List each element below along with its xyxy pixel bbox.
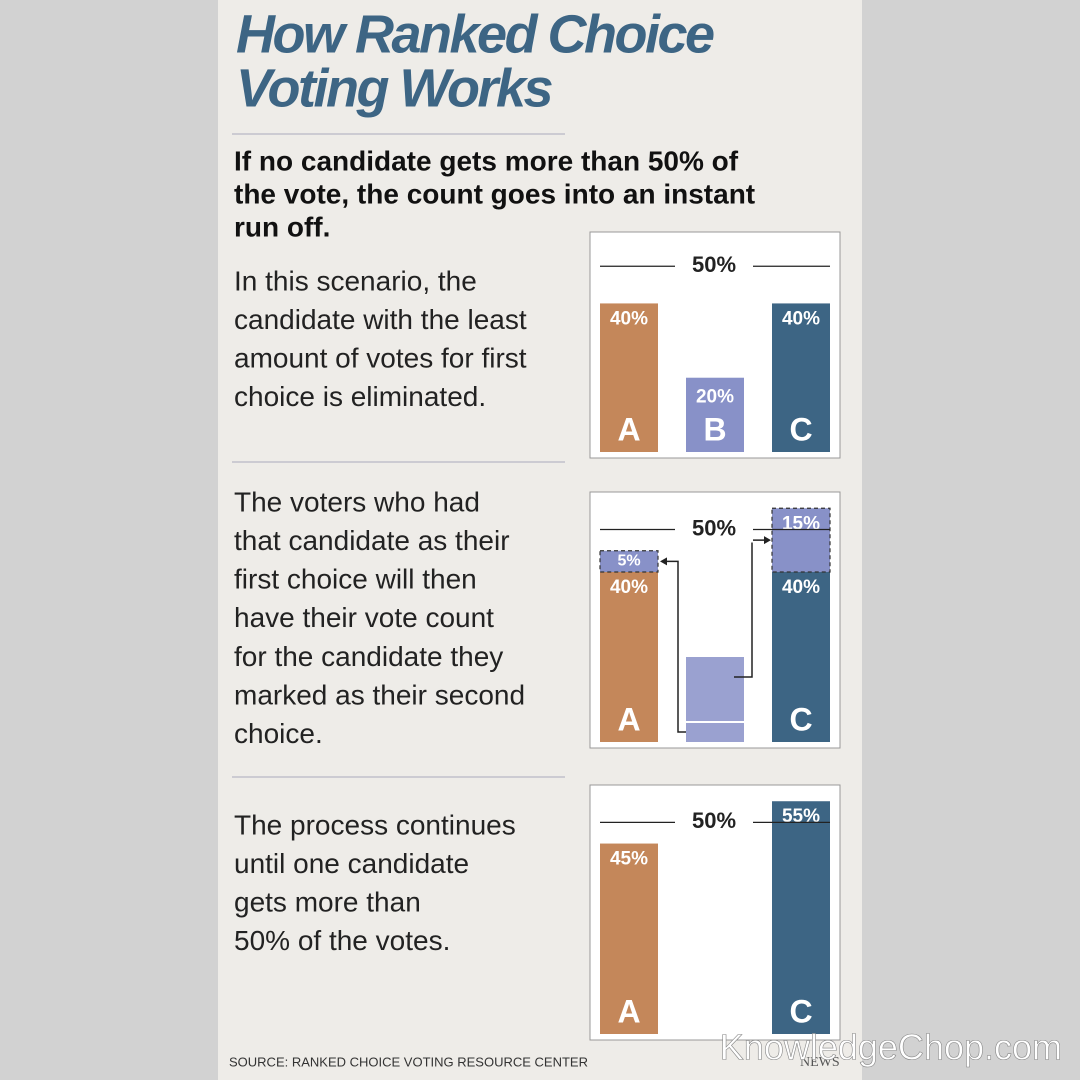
section-text: marked as their second xyxy=(234,679,525,710)
category-label: A xyxy=(617,993,640,1029)
threshold-label-bg xyxy=(675,809,753,836)
bar xyxy=(599,550,659,573)
section-text: first choice will then xyxy=(234,564,477,595)
section-text: for the candidate they xyxy=(234,641,503,672)
section-text: choice. xyxy=(234,718,323,749)
bar xyxy=(600,843,658,1034)
category-label: C xyxy=(789,411,812,447)
section-text: In this scenario, the xyxy=(234,265,477,296)
logo: NEWS xyxy=(800,1055,840,1070)
category-label: C xyxy=(789,701,812,737)
arrowhead xyxy=(764,536,771,545)
section-text: that candidate as their xyxy=(234,525,510,556)
threshold-label-bg xyxy=(675,253,753,280)
subtitle: If no candidate gets more than 50% of xyxy=(234,145,739,176)
value-label: 40% xyxy=(610,308,648,329)
bar xyxy=(686,657,744,742)
section-text: gets more than xyxy=(234,887,421,918)
threshold-label: 50% xyxy=(692,252,736,277)
value-label: 20% xyxy=(696,387,734,408)
value-label: 45% xyxy=(610,849,648,870)
arrow xyxy=(662,560,686,733)
arrowhead xyxy=(660,557,667,566)
category-label: C xyxy=(789,993,812,1029)
arrow xyxy=(734,539,769,678)
section-text: until one candidate xyxy=(234,848,469,879)
section-text: choice is eliminated. xyxy=(234,381,486,412)
section-text: amount of votes for first xyxy=(234,343,527,374)
subtitle: run off. xyxy=(234,211,330,242)
section-text: 50% of the votes. xyxy=(234,925,450,956)
section-text: candidate with the least xyxy=(234,304,527,335)
threshold-label: 50% xyxy=(692,515,736,540)
bar xyxy=(772,303,830,452)
source: SOURCE: RANKED CHOICE VOTING RESOURCE CE… xyxy=(229,1054,588,1069)
value-label: 55% xyxy=(782,806,820,827)
subtitle: the vote, the count goes into an instant xyxy=(234,178,755,209)
value-label: 5% xyxy=(617,553,640,570)
value-label: 40% xyxy=(610,577,648,598)
title: Voting Works xyxy=(236,58,552,118)
bar xyxy=(772,572,830,742)
category-label: A xyxy=(617,701,640,737)
section-text: The voters who had xyxy=(234,486,480,517)
value-label: 15% xyxy=(782,513,820,534)
title: How Ranked Choice xyxy=(236,4,714,64)
category-label: B xyxy=(703,411,726,447)
bar xyxy=(772,801,830,1034)
threshold-label: 50% xyxy=(692,808,736,833)
bar xyxy=(686,377,744,452)
threshold-label-bg xyxy=(675,516,753,543)
value-label: 40% xyxy=(782,308,820,329)
bar xyxy=(600,572,658,742)
section-text: The process continues xyxy=(234,809,516,840)
category-label: A xyxy=(617,411,640,447)
section-text: have their vote count xyxy=(234,602,494,633)
bar xyxy=(600,303,658,452)
value-label: 40% xyxy=(782,577,820,598)
watermark: KnowledgeChop.com xyxy=(720,1027,1062,1068)
bar xyxy=(771,507,831,573)
